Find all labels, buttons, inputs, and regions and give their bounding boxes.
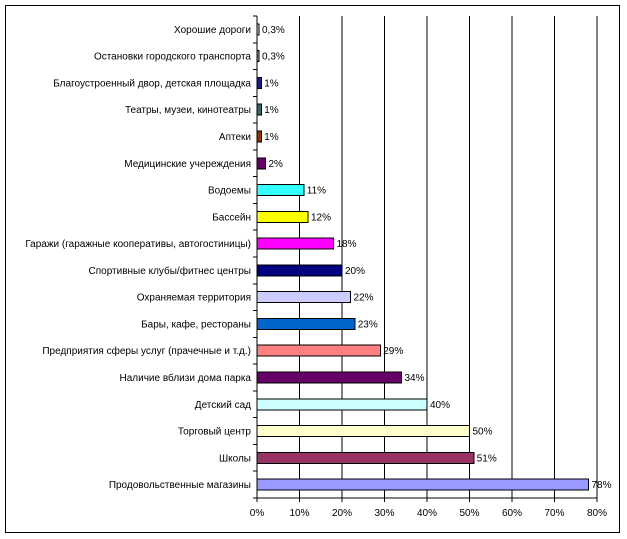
bar-layer: [256, 23, 589, 491]
category-label: Водоемы: [208, 186, 251, 197]
x-tick-label: 10%: [289, 508, 309, 519]
bar-7: [256, 184, 305, 197]
grid-layer: [299, 16, 598, 498]
x-tick-label: 40%: [417, 508, 437, 519]
x-tick-label: 70%: [544, 508, 564, 519]
category-label: Бассейн: [212, 212, 251, 223]
bar-15: [256, 398, 428, 411]
value-label: 29%: [383, 346, 403, 357]
category-label: Предприятия сферы услуг (прачечные и т.д…: [42, 345, 251, 357]
category-label: Детский сад: [195, 400, 251, 411]
category-label: Бары, кафе, рестораны: [141, 318, 251, 330]
bar-12: [256, 317, 356, 330]
value-label: 2%: [269, 159, 284, 170]
category-label: Наличие вблизи дома парка: [120, 372, 252, 384]
value-label: 34%: [405, 373, 425, 384]
value-label: 20%: [345, 266, 365, 277]
category-label: Остановки городского транспорта: [94, 52, 251, 63]
category-label: Медицинские учереждения: [124, 159, 251, 170]
bar-13: [256, 344, 381, 357]
bar-10: [256, 264, 343, 277]
value-label: 0,3%: [262, 25, 285, 36]
category-label: Продовольственные магазины: [109, 480, 251, 491]
value-label: 78%: [592, 480, 612, 491]
x-tick-label: 60%: [502, 508, 522, 519]
bar-16: [256, 425, 470, 438]
bar-9: [256, 237, 334, 250]
bar-14: [256, 371, 402, 384]
value-label: 23%: [358, 319, 378, 330]
axis-layer: [253, 15, 598, 502]
category-label: Спортивные клубы/фитнес центры: [89, 265, 251, 277]
x-tick-label: 80%: [587, 508, 607, 519]
value-label: 40%: [430, 400, 450, 411]
value-label: 51%: [477, 453, 497, 464]
category-label: Торговый центр: [178, 427, 252, 438]
bar-5: [256, 130, 262, 143]
value-label: 50%: [473, 427, 493, 438]
bar-17: [256, 451, 475, 464]
x-tick-label: 50%: [459, 508, 479, 519]
x-tick-label: 0%: [250, 508, 265, 519]
value-label: 18%: [337, 239, 357, 250]
category-label: Благоустроенный двор, детская площадка: [53, 78, 251, 89]
category-label: Школы: [219, 453, 251, 464]
category-label: Аптеки: [219, 132, 251, 143]
bar-11: [256, 291, 351, 304]
value-label: 11%: [307, 186, 326, 197]
value-label: 0,3%: [262, 52, 285, 63]
category-label: Охраняемая территория: [137, 293, 251, 304]
value-label: 12%: [311, 212, 331, 223]
label-layer: Хорошие дороги 0,3% Остановки городского т…: [25, 25, 611, 519]
category-label: Хорошие дороги: [174, 25, 251, 36]
value-label: 1%: [264, 78, 279, 89]
horizontal-bar-chart: Хорошие дороги 0,3% Остановки городского т…: [25, 15, 612, 519]
category-label: Театры, музеи, кинотеатры: [125, 105, 251, 116]
bar-6: [256, 157, 266, 170]
category-label: Гаражи (гаражные кооперативы, автогостин…: [25, 239, 251, 250]
chart-frame: Хорошие дороги 0,3% Остановки городского т…: [5, 5, 620, 533]
x-tick-label: 20%: [332, 508, 352, 519]
bar-3: [256, 76, 262, 89]
x-tick-label: 30%: [374, 508, 394, 519]
value-label: 1%: [264, 105, 279, 116]
bar-18: [256, 478, 589, 491]
bar-8: [256, 210, 309, 223]
value-label: 22%: [354, 293, 374, 304]
bar-4: [256, 103, 262, 116]
value-label: 1%: [264, 132, 279, 143]
